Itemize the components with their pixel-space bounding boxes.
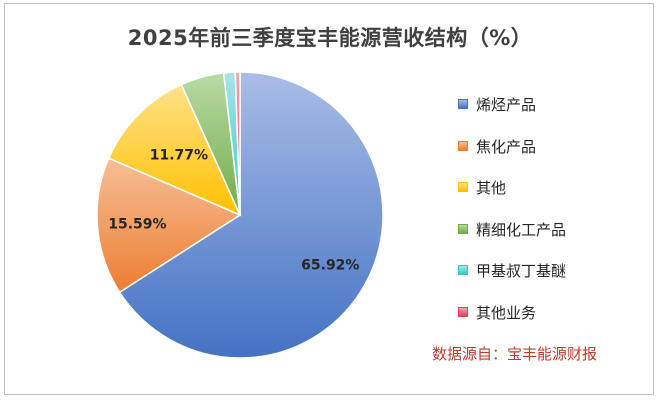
legend-item-2: 其他 xyxy=(458,178,648,198)
legend-item-4: 甲基叔丁基醚 xyxy=(458,261,648,281)
chart-title: 2025年前三季度宝丰能源营收结构（%） xyxy=(127,26,533,50)
legend-item-1: 焦化产品 xyxy=(458,137,648,157)
pie-slice-0 xyxy=(118,71,384,359)
legend-swatch-3 xyxy=(458,223,468,234)
legend-label-4: 甲基叔丁基醚 xyxy=(476,262,567,281)
legend-swatch-2 xyxy=(458,182,468,193)
legend-swatch-0 xyxy=(458,99,468,109)
pie-slice-2 xyxy=(107,83,242,217)
data-label-2: 11.77% xyxy=(150,148,208,164)
legend-item-3: 精细化工产品 xyxy=(458,220,648,240)
data-label-0: 65.92% xyxy=(301,257,359,273)
legend-swatch-1 xyxy=(458,140,468,151)
legend-label-3: 精细化工产品 xyxy=(476,220,567,239)
legend-item-0: 烯烃产品 xyxy=(458,95,648,115)
pie-slice-1 xyxy=(96,157,242,294)
legend-swatch-4 xyxy=(458,265,468,276)
data-label-1: 15.59% xyxy=(108,216,166,232)
legend-label-0: 烯烃产品 xyxy=(476,96,537,114)
pie-slice-5 xyxy=(234,71,241,216)
legend-label-5: 其他业务 xyxy=(476,303,537,322)
source-note: 数据源自：宝丰能源财报 xyxy=(432,345,598,363)
legend-label-2: 其他 xyxy=(476,179,507,198)
legend-label-1: 焦化产品 xyxy=(476,137,537,156)
legend-item-5: 其他业务 xyxy=(458,303,648,323)
chart-legend: 烯烃产品 焦化产品 其他 精细化工产品 甲基叔丁基醚 其他业务 xyxy=(458,95,648,345)
legend-swatch-5 xyxy=(458,306,468,317)
